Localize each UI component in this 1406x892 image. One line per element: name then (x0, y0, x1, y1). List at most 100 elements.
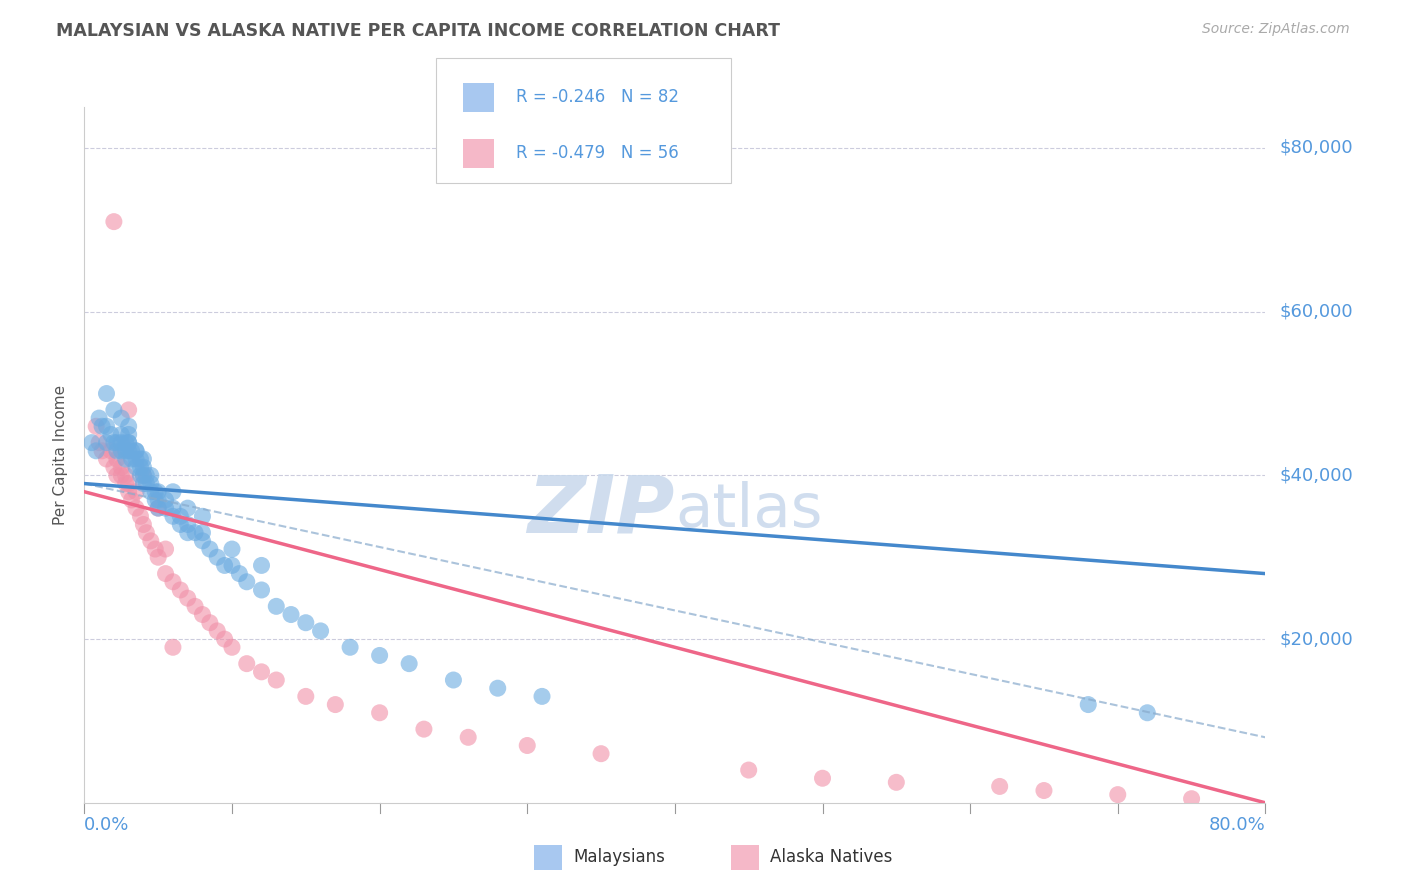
Point (125, 460, 148, 475)
Point (155, 492, 177, 507)
Point (148, 550, 170, 565)
Point (87, 411, 111, 425)
Point (143, 542, 166, 557)
Point (205, 624, 228, 638)
Point (177, 525, 200, 540)
Point (125, 443, 148, 458)
Point (177, 591, 200, 606)
Text: R = -0.479   N = 56: R = -0.479 N = 56 (516, 145, 679, 162)
Point (118, 427, 141, 442)
Point (84, 419, 107, 434)
Point (135, 468, 157, 483)
Point (162, 574, 184, 589)
Point (114, 435, 136, 450)
Point (398, 657, 420, 671)
Point (264, 673, 288, 687)
Point (110, 411, 132, 425)
Point (169, 582, 191, 597)
Point (132, 468, 155, 483)
Point (198, 542, 221, 557)
Point (162, 640, 184, 655)
Point (295, 690, 318, 704)
Point (1032, 783, 1054, 797)
Point (118, 435, 141, 450)
Point (191, 607, 214, 622)
Point (221, 640, 243, 655)
Point (413, 722, 436, 736)
Point (221, 542, 243, 557)
Point (118, 484, 141, 499)
Point (486, 681, 509, 696)
Point (105, 435, 128, 450)
Point (191, 533, 214, 548)
Point (132, 476, 155, 491)
Point (118, 443, 141, 458)
Text: MALAYSIAN VS ALASKA NATIVE PER CAPITA INCOME CORRELATION CHART: MALAYSIAN VS ALASKA NATIVE PER CAPITA IN… (56, 22, 780, 40)
Point (280, 607, 302, 622)
Point (988, 780, 1011, 794)
Point (135, 525, 157, 540)
Point (132, 468, 155, 483)
Text: R = -0.246   N = 82: R = -0.246 N = 82 (516, 88, 679, 106)
Point (148, 492, 170, 507)
Text: Source: ZipAtlas.com: Source: ZipAtlas.com (1202, 22, 1350, 37)
Point (309, 624, 332, 638)
Point (135, 476, 157, 491)
Point (191, 509, 214, 524)
Point (1180, 791, 1202, 805)
Point (121, 492, 143, 507)
Point (250, 665, 273, 679)
Point (886, 775, 908, 789)
Point (169, 517, 191, 532)
Point (96, 452, 118, 467)
Point (235, 657, 259, 671)
Point (110, 435, 132, 450)
Point (118, 419, 141, 434)
Point (121, 452, 143, 467)
Point (129, 509, 152, 524)
Point (1136, 706, 1159, 720)
Point (339, 640, 361, 655)
Point (139, 476, 162, 491)
Point (114, 443, 136, 458)
Point (221, 558, 243, 573)
Point (118, 435, 141, 450)
Point (125, 484, 148, 499)
Point (214, 632, 236, 646)
Point (87, 435, 111, 450)
Text: $60,000: $60,000 (1279, 302, 1353, 321)
Point (103, 435, 125, 450)
Text: atlas: atlas (675, 481, 823, 540)
Point (118, 403, 141, 417)
Point (250, 558, 273, 573)
Point (738, 763, 761, 777)
Point (105, 443, 128, 458)
Point (441, 673, 464, 687)
Point (118, 476, 141, 491)
Text: $20,000: $20,000 (1279, 630, 1353, 648)
Point (516, 739, 538, 753)
Point (177, 517, 200, 532)
Point (591, 747, 613, 761)
Point (91, 419, 114, 434)
Point (368, 706, 391, 720)
Text: Alaska Natives: Alaska Natives (770, 848, 893, 866)
Point (110, 427, 132, 442)
Point (148, 501, 170, 516)
Point (169, 509, 191, 524)
Point (125, 443, 148, 458)
Point (155, 542, 177, 557)
Point (100, 427, 122, 442)
Point (148, 501, 170, 516)
Point (125, 501, 148, 516)
Point (214, 558, 236, 573)
Point (114, 468, 136, 483)
Point (323, 698, 347, 712)
Text: 0.0%: 0.0% (84, 816, 129, 834)
Point (162, 484, 184, 499)
Point (96, 386, 118, 401)
Point (235, 574, 259, 589)
Point (264, 599, 288, 614)
Point (191, 525, 214, 540)
Point (132, 452, 155, 467)
